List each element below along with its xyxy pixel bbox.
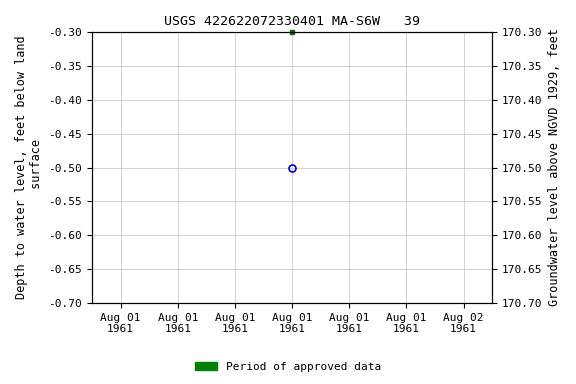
Legend: Period of approved data: Period of approved data	[191, 358, 385, 377]
Y-axis label: Depth to water level, feet below land
 surface: Depth to water level, feet below land su…	[15, 36, 43, 300]
Y-axis label: Groundwater level above NGVD 1929, feet: Groundwater level above NGVD 1929, feet	[548, 28, 561, 306]
Title: USGS 422622072330401 MA-S6W   39: USGS 422622072330401 MA-S6W 39	[164, 15, 420, 28]
